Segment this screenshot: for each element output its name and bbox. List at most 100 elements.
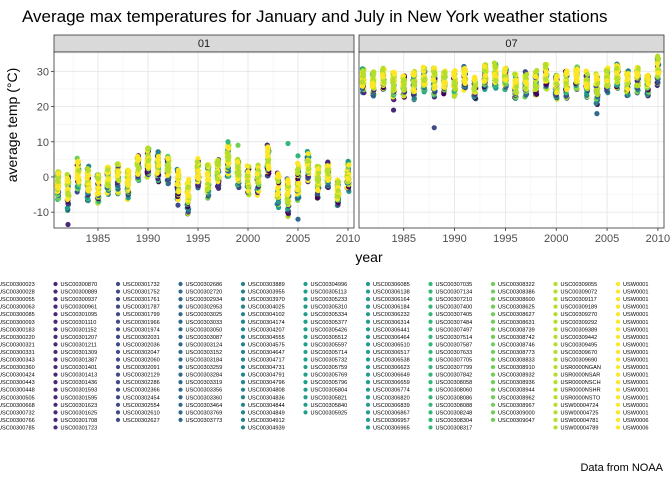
data-point — [502, 77, 509, 83]
legend-key — [428, 312, 433, 317]
legend-label: USC00305512 — [311, 335, 348, 341]
legend-item: USC00303087 — [178, 334, 222, 341]
legend-label: USC00307497 — [436, 327, 473, 333]
legend-key — [365, 417, 371, 422]
chart-title: Average max temperatures for January and… — [22, 7, 608, 26]
legend-key — [490, 319, 496, 324]
legend-key — [365, 289, 371, 294]
legend-item: USW0006 — [615, 417, 649, 424]
legend-item: USC00306517 — [365, 349, 410, 356]
legend-item: USC00305714 — [303, 349, 347, 356]
legend-item: USC00302610 — [115, 410, 160, 416]
legend-label: USC00306965 — [373, 425, 410, 431]
legend-label: USC00300870 — [61, 282, 98, 288]
data-points — [359, 53, 662, 131]
legend-item: USC00302454 — [115, 395, 160, 401]
legend-key — [240, 297, 246, 302]
legend-item: USC00304102 — [240, 312, 285, 318]
legend-label: USW0001 — [623, 297, 649, 303]
legend-item: USC00308058 — [428, 380, 472, 386]
legend-item: USC00300085 — [0, 312, 35, 318]
legend-label: USW0001 — [623, 410, 649, 416]
legend-label: USR0000NSTO — [561, 395, 601, 401]
data-point — [472, 76, 478, 82]
legend-item: USC00306441 — [365, 327, 410, 333]
legend-label: USC00302286 — [123, 380, 160, 386]
legend-label: USC00304939 — [248, 425, 285, 431]
legend-item: USW0001 — [615, 281, 649, 288]
legend-key — [240, 312, 246, 317]
x-tick-label: 1990 — [136, 233, 160, 245]
legend-label: USC00301593 — [61, 388, 98, 394]
legend-label: USC00302934 — [186, 297, 223, 303]
legend-item: USC00300220 — [0, 335, 35, 341]
data-point — [235, 164, 241, 170]
facet-strip-label: 01 — [198, 38, 210, 50]
legend-key — [115, 395, 121, 400]
legend-key — [615, 410, 621, 415]
legend-item: USC00304025 — [240, 304, 285, 311]
legend-key — [615, 281, 621, 287]
legend-key — [428, 395, 433, 400]
outlier-point — [225, 139, 231, 145]
legend-key — [178, 364, 183, 370]
legend-key — [303, 327, 308, 332]
x-tick-label: 2010 — [646, 233, 670, 245]
data-point — [65, 190, 71, 196]
legend-item: USC00308773 — [490, 349, 535, 356]
data-point — [452, 82, 458, 88]
legend-item: USC00307497 — [428, 327, 472, 333]
legend-label: USC00308932 — [498, 373, 535, 379]
data-point — [614, 79, 620, 86]
legend-item: USC00301595 — [53, 395, 97, 401]
legend-key — [240, 289, 246, 294]
data-point — [595, 77, 601, 83]
legend-key — [615, 342, 621, 347]
legend-key — [428, 364, 433, 370]
legend-key — [428, 402, 433, 407]
legend-label: USC00308060 — [436, 388, 473, 394]
legend-item: USW0001 — [615, 319, 649, 326]
legend-label: USC00301625 — [61, 410, 98, 416]
legend-key — [490, 364, 496, 370]
legend-item: USC00308304 — [428, 417, 472, 424]
legend-item: USC00304996 — [303, 281, 347, 288]
legend-label: USW0001 — [623, 282, 649, 288]
legend-key — [490, 402, 496, 407]
legend-item: USC00309117 — [553, 297, 597, 303]
legend-label: USC00301761 — [123, 297, 160, 303]
legend-key — [365, 372, 371, 377]
legend-label: USC00306774 — [373, 388, 410, 394]
legend-item: USW0001 — [615, 387, 649, 394]
legend-label: USC00306232 — [373, 312, 410, 318]
data-point — [274, 191, 280, 197]
legend-item: USW0001 — [615, 395, 649, 401]
legend-label: USC00308317 — [436, 425, 473, 431]
legend-key — [303, 297, 308, 302]
legend-label: USC00307134 — [436, 290, 473, 296]
data-point — [295, 170, 301, 176]
data-point — [401, 87, 407, 93]
legend-item: USC00306138 — [365, 289, 410, 296]
data-point — [533, 69, 539, 75]
legend-key — [615, 387, 621, 392]
legend-item: USC00305769 — [303, 372, 347, 379]
legend-label: USC00308944 — [498, 388, 535, 394]
legend-key — [553, 372, 558, 377]
legend-key — [553, 327, 558, 332]
data-point — [146, 157, 152, 163]
legend-key — [615, 312, 621, 317]
legend-item: USC00300889 — [53, 289, 97, 296]
legend-key — [115, 417, 121, 422]
panel-border — [53, 51, 355, 229]
legend-label: USC00302060 — [123, 358, 160, 364]
legend-label: USW00004724 — [561, 403, 599, 409]
legend-label: USC00308322 — [498, 282, 535, 288]
legend-label: USC00309055 — [561, 282, 598, 288]
legend-label: USC00306314 — [373, 320, 410, 326]
legend-item: USC00301723 — [53, 425, 97, 431]
legend-label: USC00301110 — [61, 320, 97, 326]
data-point — [175, 173, 181, 179]
legend-item: USC00309389 — [553, 327, 597, 333]
legend-item: USW0001 — [615, 364, 649, 371]
